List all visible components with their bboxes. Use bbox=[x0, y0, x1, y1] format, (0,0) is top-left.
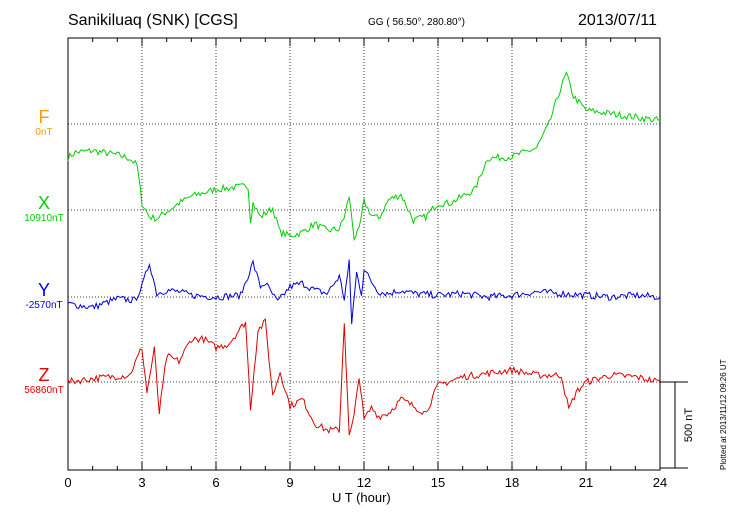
scale-bar: 500 nT bbox=[660, 381, 695, 469]
component-baseline: 56860nT bbox=[24, 385, 64, 396]
component-name: Z bbox=[38, 365, 50, 385]
component-baseline: -2570nT bbox=[25, 300, 63, 311]
component-name: F bbox=[38, 107, 50, 127]
x-tick-label: 6 bbox=[212, 475, 219, 490]
x-tick-label: 3 bbox=[138, 475, 145, 490]
plotted-timestamp: Plotted at 2013/11/12 09:26 UT bbox=[719, 359, 728, 470]
trace-x bbox=[67, 71, 661, 242]
x-tick-label: 12 bbox=[357, 475, 371, 490]
x-axis-label: U T (hour) bbox=[332, 490, 391, 505]
component-label-x: X 10910nT bbox=[4, 193, 84, 225]
geographic-coordinates: GG ( 56.50°, 280.80°) bbox=[368, 17, 465, 28]
x-tick-label: 18 bbox=[505, 475, 519, 490]
scale-bar-label: 500 nT bbox=[683, 408, 695, 443]
grid-lines bbox=[68, 38, 660, 470]
station-title: Sanikiluaq (SNK) [CGS] bbox=[68, 12, 238, 29]
x-axis-ticks bbox=[67, 38, 661, 470]
component-traces bbox=[67, 71, 661, 436]
component-name: X bbox=[37, 193, 50, 213]
component-name: Y bbox=[37, 280, 50, 300]
component-baseline: 0nT bbox=[35, 127, 53, 138]
x-tick-label: 15 bbox=[431, 475, 445, 490]
component-label-z: Z 56860nT bbox=[4, 365, 84, 397]
x-axis-tick-labels: 0 3 6 9 12 15 18 21 24 bbox=[64, 475, 667, 490]
x-tick-label: 0 bbox=[64, 475, 71, 490]
component-label-f: F 0nT bbox=[4, 107, 84, 139]
component-label-y: Y -2570nT bbox=[4, 280, 84, 312]
trace-y bbox=[67, 259, 661, 325]
x-tick-label: 24 bbox=[653, 475, 667, 490]
date-label: 2013/07/11 bbox=[578, 12, 657, 29]
x-tick-label: 9 bbox=[286, 475, 293, 490]
component-baseline: 10910nT bbox=[24, 213, 64, 224]
x-tick-label: 21 bbox=[579, 475, 593, 490]
trace-z bbox=[67, 318, 661, 436]
